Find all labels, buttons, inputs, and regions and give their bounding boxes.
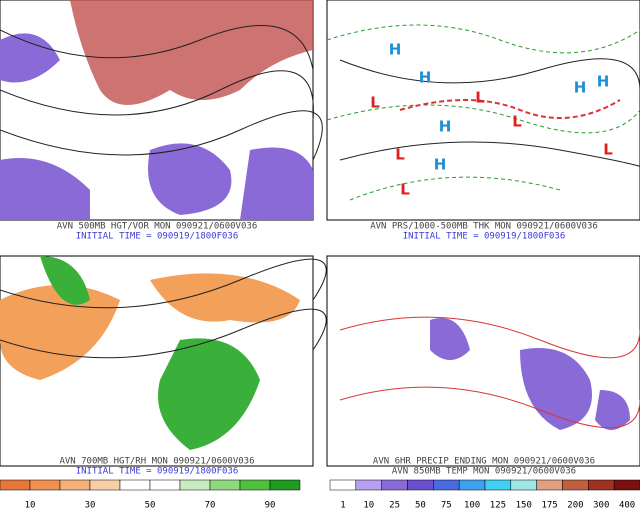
panel-precip: 1 10 25 50 75 100 125 150 175 200 300 400 [326, 255, 640, 511]
height-contour [0, 25, 323, 161]
caption: AVN 6HR PRECIP ENDING MON 090921/0600V03… [373, 457, 595, 467]
colorbar-swatch [458, 479, 486, 491]
thickness-5400 [399, 99, 621, 119]
colorbar-swatch [269, 479, 301, 491]
thickness-contour [326, 24, 640, 201]
colorbar-swatch [407, 479, 434, 491]
pressure-center: H [389, 41, 402, 59]
colorbar-label: 70 [205, 501, 216, 511]
pressure-contour [339, 58, 640, 170]
precip-area [430, 318, 630, 430]
pressure-center: L [475, 89, 485, 107]
colorbar-swatch [329, 479, 357, 491]
caption: AVN 850MB TEMP MON 090921/0600V036 [392, 467, 576, 477]
colorbar-label: 50 [145, 501, 156, 511]
colorbar-swatch [613, 479, 640, 491]
colorbar-swatch [119, 479, 151, 491]
colorbar-swatch [510, 479, 537, 491]
pressure-center: L [395, 146, 405, 164]
colorbar-label: 175 [541, 501, 557, 511]
map-frame [326, 0, 640, 221]
colorbar-swatch [588, 479, 615, 491]
colorbar-swatch [381, 479, 408, 491]
caption: AVN PRS/1000-500MB THK MON 090921/0600V0… [370, 222, 598, 232]
colorbar-swatch [355, 479, 382, 491]
pressure-center: H [439, 118, 452, 136]
colorbar-swatch [536, 479, 563, 491]
temp-contour [339, 316, 640, 429]
colorbar-swatch [433, 479, 460, 491]
caption: INITIAL TIME = 090919/1800F036 [76, 232, 239, 242]
pressure-center: L [603, 141, 613, 159]
colorbar-swatch [209, 479, 241, 491]
colorbar-label: 200 [567, 501, 583, 511]
pressure-center: H [597, 73, 610, 91]
colorbar-swatch [239, 479, 271, 491]
colorbar-label: 1 [340, 501, 345, 511]
colorbar-label: 90 [265, 501, 276, 511]
colorbar-label: 10 [363, 501, 374, 511]
colorbar-swatch [59, 479, 91, 491]
vorticity-area [0, 33, 313, 221]
map-frame [326, 255, 640, 467]
caption: INITIAL TIME = 090919/1800F036 [76, 467, 239, 477]
colorbar-swatch [179, 479, 211, 491]
colorbar-label: 300 [593, 501, 609, 511]
colorbar-label: 10 [25, 501, 36, 511]
pressure-center: L [512, 113, 522, 131]
colorbar-swatch [0, 479, 31, 491]
colorbar-swatch [89, 479, 121, 491]
colorbar-label: 125 [490, 501, 506, 511]
colorbar-label: 50 [415, 501, 426, 511]
colorbar-label: 150 [516, 501, 532, 511]
panel-500mb [0, 0, 323, 221]
colorbar-swatch [29, 479, 61, 491]
colorbar-label: 75 [441, 501, 452, 511]
colorbar-label: 400 [619, 501, 635, 511]
pressure-center: H [419, 69, 432, 87]
height-contour [0, 258, 327, 359]
pressure-center: L [400, 181, 410, 199]
colorbar-swatch [562, 479, 589, 491]
colorbar-swatch [484, 479, 512, 491]
colorbar-label: 100 [464, 501, 480, 511]
pressure-center: L [370, 94, 380, 112]
caption: INITIAL TIME = 090919/1800F036 [403, 232, 566, 242]
pressure-center: H [434, 156, 447, 174]
colorbar-label: 30 [85, 501, 96, 511]
panel-700mb: 10 30 50 70 90 [0, 255, 327, 511]
colorbar-swatch [149, 479, 181, 491]
colorbar-label: 25 [389, 501, 400, 511]
caption: AVN 700MB HGT/RH MON 090921/0600V036 [59, 457, 254, 467]
humidity-wet [40, 256, 260, 450]
caption: AVN 500MB HGT/VOR MON 090921/0600V036 [57, 222, 257, 232]
pressure-center: H [574, 79, 587, 97]
